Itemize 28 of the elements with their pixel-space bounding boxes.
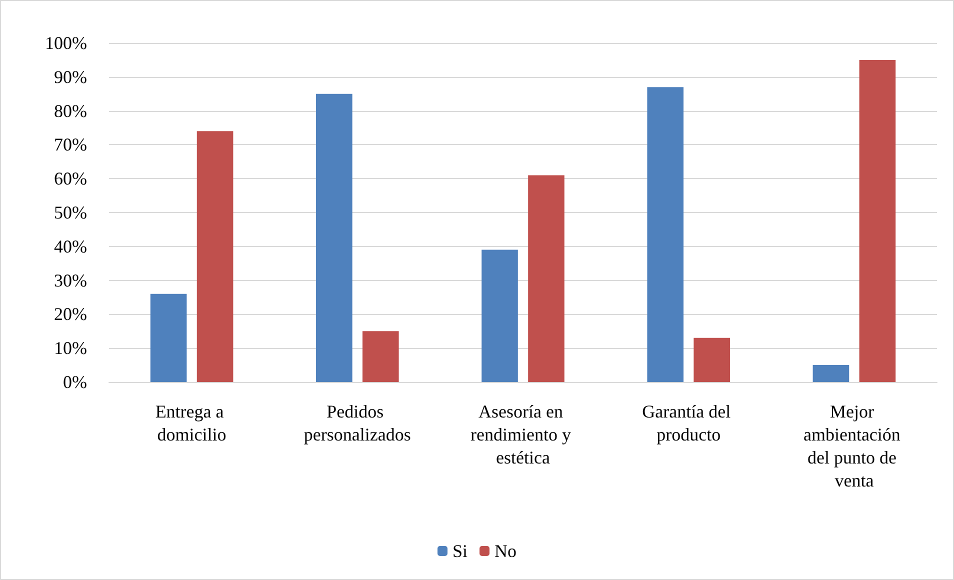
y-tick-label: 20% bbox=[54, 304, 87, 324]
y-tick-label: 40% bbox=[54, 236, 87, 256]
bar bbox=[812, 365, 850, 382]
y-tick-label: 60% bbox=[54, 168, 87, 189]
bar bbox=[647, 87, 684, 382]
y-tick-label: 30% bbox=[54, 270, 87, 290]
x-tick-label: Mejor ambientación del punto de venta bbox=[803, 402, 905, 490]
x-tick-label: Pedidos personalizados bbox=[304, 402, 411, 444]
bar bbox=[528, 175, 564, 382]
y-tick-label: 50% bbox=[54, 202, 87, 222]
x-tick-label: Entrega a domicilio bbox=[155, 402, 228, 444]
bar bbox=[859, 60, 896, 382]
bar bbox=[362, 331, 399, 382]
legend-label: Si bbox=[452, 541, 468, 561]
bar bbox=[196, 131, 234, 382]
y-tick-label: 90% bbox=[54, 66, 87, 87]
y-tick-label: 70% bbox=[54, 134, 87, 155]
x-tick-label: Asesoría en rendimiento y estética bbox=[470, 402, 576, 468]
bar bbox=[694, 338, 730, 382]
y-tick-label: 80% bbox=[54, 100, 87, 121]
bar bbox=[482, 250, 518, 382]
y-tick-label: 10% bbox=[54, 338, 87, 358]
y-tick-label: 100% bbox=[45, 33, 87, 53]
bar bbox=[150, 294, 187, 382]
legend-label: No bbox=[494, 541, 517, 561]
bar bbox=[316, 94, 352, 382]
x-tick-label: Garantía del producto bbox=[642, 402, 736, 444]
y-tick-label: 0% bbox=[63, 372, 87, 392]
